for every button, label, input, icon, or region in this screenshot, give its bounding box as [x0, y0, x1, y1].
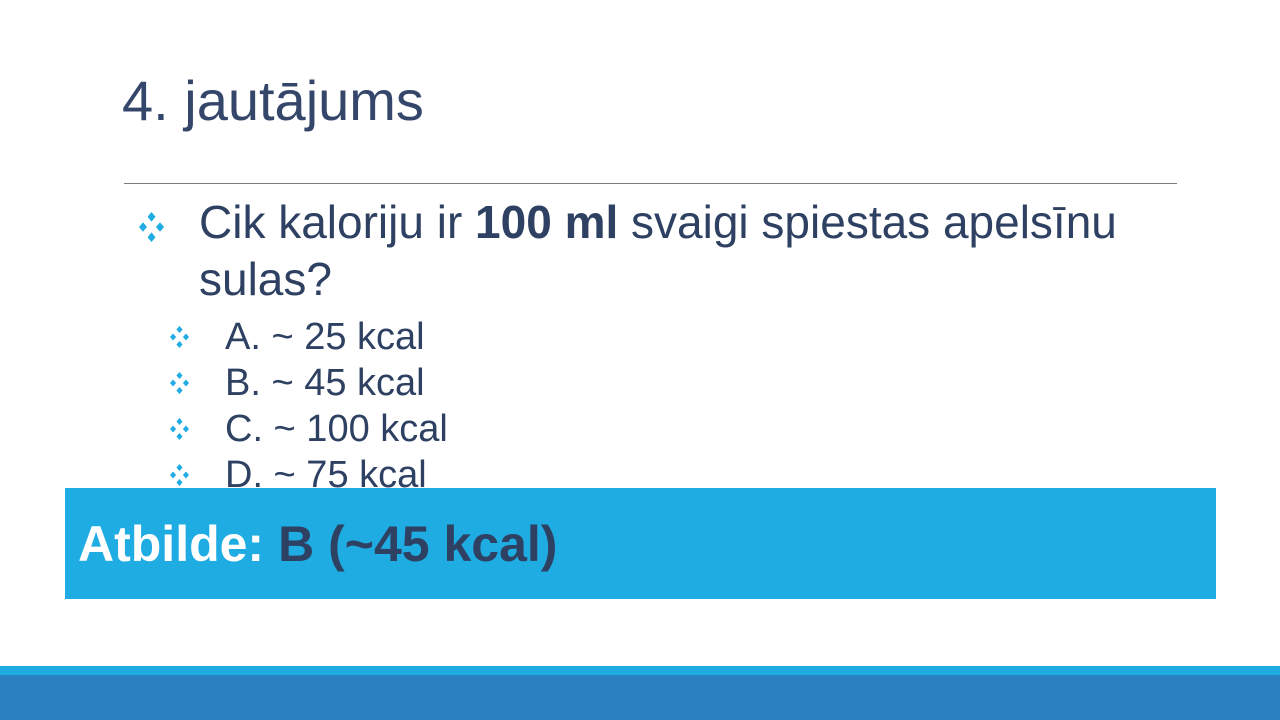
question-text-suffix: svaigi spiestas apelsīnu sulas? — [199, 196, 1117, 305]
answer-value: B (~45 kcal) — [278, 515, 558, 572]
title-divider — [124, 183, 1177, 184]
question-text-prefix: Cik kaloriju ir — [199, 196, 476, 248]
option-row: C. ~ 100 kcal — [170, 406, 448, 452]
option-label: B. ~ 45 kcal — [225, 361, 425, 404]
option-row: A. ~ 25 kcal — [170, 314, 448, 360]
option-row: B. ~ 45 kcal — [170, 360, 448, 406]
diamond-bullet-icon — [170, 464, 189, 486]
option-label: A. ~ 25 kcal — [225, 315, 425, 358]
question-text-bold: 100 ml — [475, 196, 619, 248]
slide-title: 4. jautājums — [122, 69, 424, 132]
diamond-bullet-icon — [170, 418, 189, 440]
diamond-bullet-icon — [139, 212, 164, 242]
answer-label: Atbilde: — [78, 515, 265, 572]
diamond-bullet-icon — [170, 326, 189, 348]
footer-bar — [0, 675, 1280, 720]
diamond-bullet-icon — [170, 372, 189, 394]
footer-accent-strip — [0, 666, 1280, 675]
question-text: Cik kaloriju ir 100 ml svaigi spiestas a… — [199, 194, 1117, 308]
options-list: A. ~ 25 kcal B. ~ 45 kcal C. ~ 100 kcal … — [170, 314, 448, 498]
answer-banner: Atbilde: B (~45 kcal) — [65, 488, 1216, 599]
option-label: C. ~ 100 kcal — [225, 407, 448, 450]
